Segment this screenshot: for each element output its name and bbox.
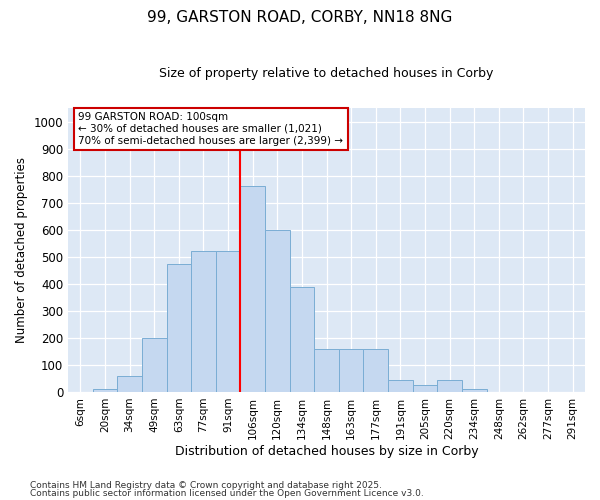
Text: 99, GARSTON ROAD, CORBY, NN18 8NG: 99, GARSTON ROAD, CORBY, NN18 8NG (148, 10, 452, 25)
Bar (290, 286, 314, 392)
Bar (216, 252, 241, 392)
Text: Contains public sector information licensed under the Open Government Licence v3: Contains public sector information licen… (30, 489, 424, 498)
Bar (314, 348, 339, 392)
Y-axis label: Number of detached properties: Number of detached properties (15, 157, 28, 343)
Text: Contains HM Land Registry data © Crown copyright and database right 2025.: Contains HM Land Registry data © Crown c… (30, 480, 382, 490)
Bar (339, 348, 364, 392)
Bar (191, 252, 216, 392)
Bar (142, 338, 167, 392)
X-axis label: Distribution of detached houses by size in Corby: Distribution of detached houses by size … (175, 444, 478, 458)
Bar (388, 380, 413, 392)
Text: 99 GARSTON ROAD: 100sqm
← 30% of detached houses are smaller (1,021)
70% of semi: 99 GARSTON ROAD: 100sqm ← 30% of detache… (79, 112, 343, 146)
Bar (437, 380, 462, 392)
Bar (92, 390, 117, 392)
Bar (117, 376, 142, 392)
Title: Size of property relative to detached houses in Corby: Size of property relative to detached ho… (160, 68, 494, 80)
Bar (413, 385, 437, 392)
Bar (462, 390, 487, 392)
Bar (167, 264, 191, 392)
Bar (364, 348, 388, 392)
Bar (265, 230, 290, 392)
Bar (241, 186, 265, 392)
